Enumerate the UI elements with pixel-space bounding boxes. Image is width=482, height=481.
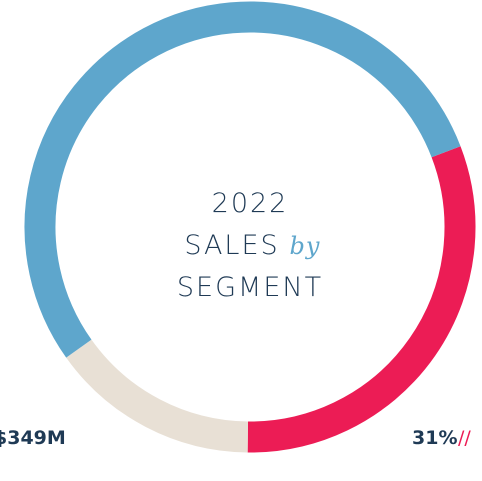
title-by: by [290,232,321,260]
percent-label: 31% [412,427,457,449]
donut-segment [247,146,476,453]
title-sales: SALES [184,230,279,261]
title-segment: SEGMENT [177,272,323,303]
donut-segment [66,339,249,453]
donut-segment [24,1,461,358]
amount-label: $349M [0,427,66,449]
separator: // [458,427,471,449]
title-year: 2022 [212,188,289,219]
